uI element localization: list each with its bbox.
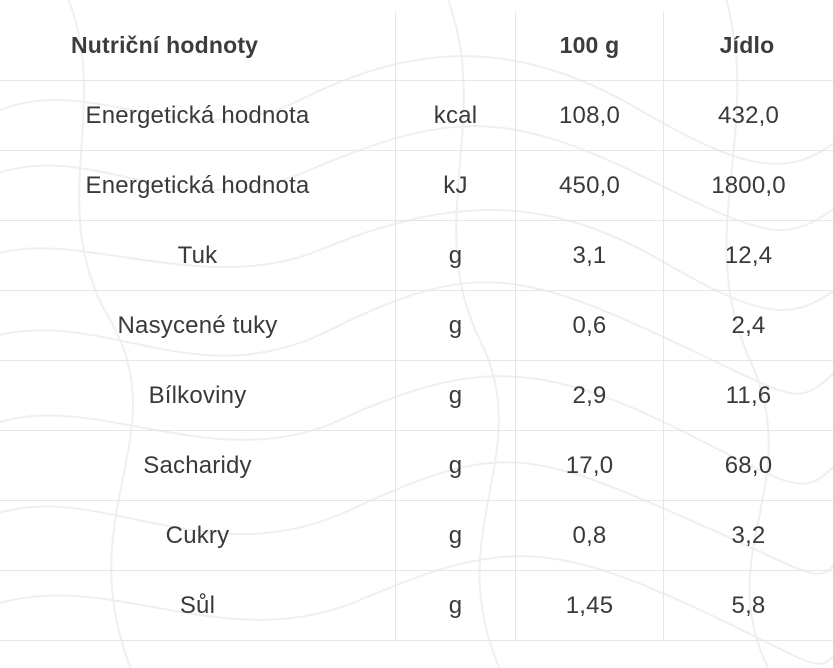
table-row: Nasycené tuky g 0,6 2,4 <box>0 291 833 361</box>
value-per-meal: 432,0 <box>717 101 780 129</box>
value-per-100g: 17,0 <box>565 451 614 479</box>
table-row: Energetická hodnota kcal 108,0 432,0 <box>0 81 833 151</box>
nutrient-name: Sůl <box>179 591 216 619</box>
value-per-meal: 1800,0 <box>711 171 786 199</box>
value-per-meal: 5,8 <box>731 591 766 619</box>
nutrient-name: Cukry <box>165 521 230 549</box>
table-row: Sůl g 1,45 5,8 <box>0 571 833 641</box>
value-per-100g: 0,8 <box>572 521 607 549</box>
nutrient-unit: kcal <box>433 101 478 129</box>
value-per-meal: 68,0 <box>724 451 773 479</box>
header-per-meal: Jídlo <box>719 32 775 58</box>
column-divider <box>663 11 664 641</box>
nutrient-name: Energetická hodnota <box>85 171 310 199</box>
table-row: Tuk g 3,1 12,4 <box>0 221 833 291</box>
table-row: Energetická hodnota kJ 450,0 1800,0 <box>0 151 833 221</box>
value-per-100g: 1,45 <box>565 591 614 619</box>
nutrient-unit: g <box>448 241 463 269</box>
column-divider <box>515 11 516 641</box>
value-per-100g: 0,6 <box>572 311 607 339</box>
value-per-100g: 3,1 <box>572 241 607 269</box>
nutrient-unit: g <box>448 451 463 479</box>
value-per-meal: 12,4 <box>724 241 773 269</box>
value-per-meal: 2,4 <box>731 311 766 339</box>
table-row: Bílkoviny g 2,9 11,6 <box>0 361 833 431</box>
nutrient-unit: kJ <box>443 171 468 199</box>
nutrient-name: Sacharidy <box>143 451 252 479</box>
nutrient-unit: g <box>448 591 463 619</box>
table-row: Cukry g 0,8 3,2 <box>0 501 833 571</box>
nutrient-name: Tuk <box>177 241 218 269</box>
value-per-100g: 450,0 <box>558 171 621 199</box>
nutrient-unit: g <box>448 381 463 409</box>
nutrient-name: Energetická hodnota <box>85 101 310 129</box>
table-header-row: Nutriční hodnoty 100 g Jídlo <box>0 11 833 81</box>
nutrient-unit: g <box>448 311 463 339</box>
value-per-100g: 108,0 <box>558 101 621 129</box>
nutrient-unit: g <box>448 521 463 549</box>
header-per-100g: 100 g <box>559 32 620 58</box>
table-row: Sacharidy g 17,0 68,0 <box>0 431 833 501</box>
column-divider <box>395 11 396 641</box>
nutrient-name: Nasycené tuky <box>117 311 278 339</box>
value-per-meal: 3,2 <box>731 521 766 549</box>
nutrient-name: Bílkoviny <box>148 381 247 409</box>
nutrition-table: Nutriční hodnoty 100 g Jídlo Energetická… <box>0 11 833 641</box>
header-nutrition-values: Nutriční hodnoty <box>71 32 259 58</box>
value-per-100g: 2,9 <box>572 381 607 409</box>
value-per-meal: 11,6 <box>725 381 772 409</box>
header-unit <box>396 11 515 80</box>
